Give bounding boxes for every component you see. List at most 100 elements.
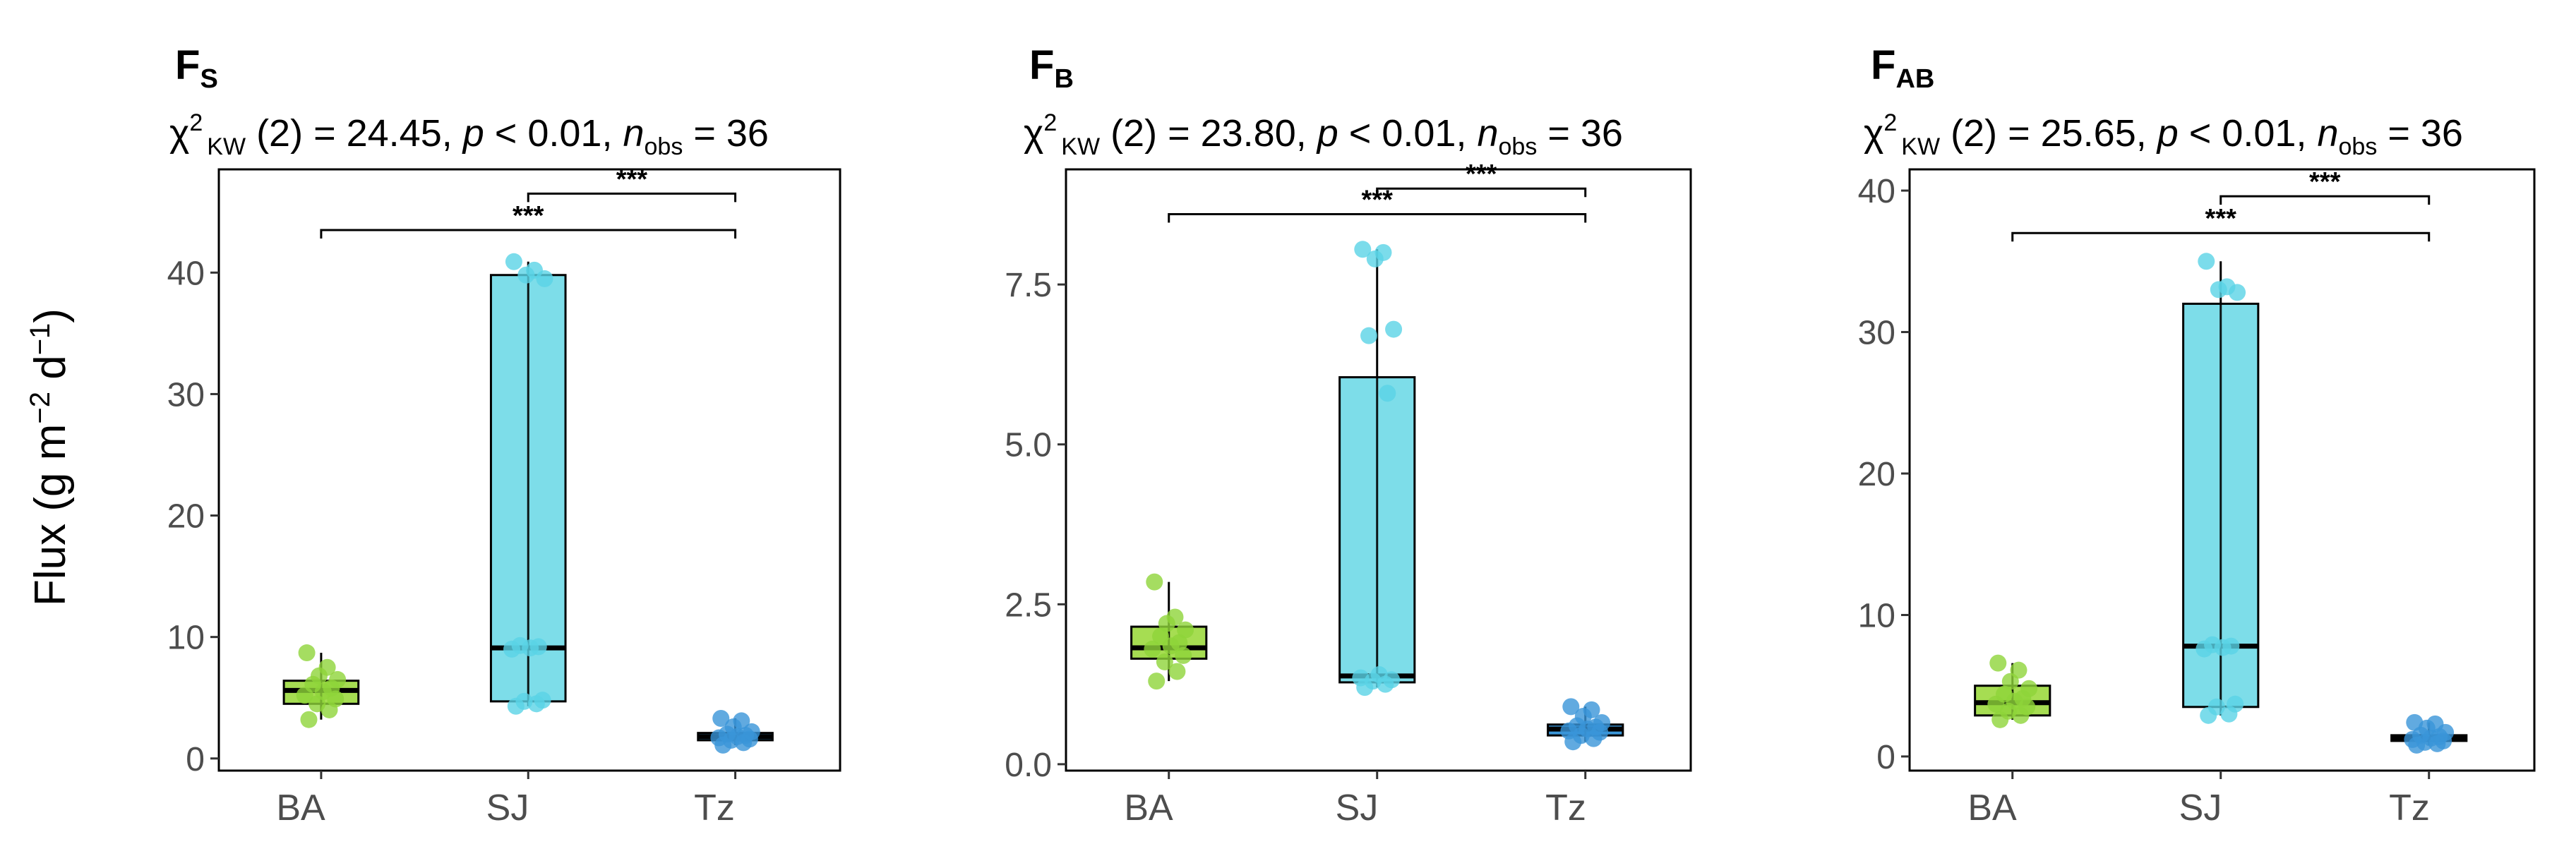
data-point [2207, 698, 2225, 716]
y-tick-label: 30 [167, 376, 205, 414]
panel-border [1908, 168, 2536, 772]
significance-label: *** [616, 164, 648, 194]
plot-area: 0 10 20 30 40 *** *** [1858, 167, 2536, 779]
n-symbol: n [2317, 112, 2338, 155]
y-tick-label: 10 [1858, 597, 1895, 634]
data-point [515, 692, 533, 710]
panel-title-main: F [1029, 42, 1054, 88]
x-axis: BA SJ Tz [276, 788, 735, 828]
significance-label: *** [1362, 185, 1394, 215]
data-point [2426, 715, 2444, 733]
chi-sup: 2 [189, 109, 203, 136]
y-tick-label: 0 [1876, 739, 1895, 776]
df-text: (2) = 25.65, [1940, 112, 2157, 155]
y-label-main: Flux (g m [26, 424, 75, 606]
chi-symbol: χ [169, 112, 189, 155]
plot-area: 0.0 2.5 5.0 7.5 *** *** [1005, 159, 1692, 784]
significance-label: *** [2205, 204, 2237, 234]
data-point [2010, 661, 2027, 679]
n-text: = 36 [1537, 112, 1623, 155]
significance-bracket [1376, 187, 1587, 198]
y-tick-label: 0.0 [1005, 747, 1052, 784]
data-point [1385, 320, 1403, 338]
y-label-sup1: −2 [25, 392, 56, 424]
data-point [511, 637, 529, 654]
y-tick-label: 40 [1858, 173, 1895, 210]
n-symbol: n [1477, 112, 1498, 155]
data-point [1166, 608, 1184, 626]
y-tick-label: 2.5 [1005, 586, 1052, 624]
data-point [318, 658, 336, 676]
p-symbol: p [462, 112, 484, 155]
significance-bracket [527, 192, 737, 203]
data-point [2218, 278, 2236, 296]
significance-bracket [2011, 231, 2431, 242]
data-point [733, 712, 750, 730]
panel-border [217, 168, 841, 772]
data-point [1146, 573, 1163, 591]
chi-sub: KW [1901, 133, 1940, 160]
y-label-end: ) [26, 308, 75, 323]
chi-sub: KW [207, 133, 246, 160]
x-axis: BA SJ Tz [1967, 788, 2430, 828]
significance-label: *** [513, 201, 544, 231]
data-point [1170, 634, 1188, 651]
data-point [1583, 701, 1600, 718]
n-sub: obs [645, 133, 683, 160]
y-tick-label: 10 [167, 620, 205, 657]
x-tick-label-sj: SJ [486, 788, 529, 828]
y-tick-label: 40 [167, 255, 205, 292]
p-symbol: p [2156, 112, 2179, 155]
significance-bracket [320, 229, 737, 239]
y-label-sup2: −1 [25, 323, 56, 356]
data-point [1177, 621, 1194, 639]
data-point [1152, 627, 1170, 645]
y-tick-label: 7.5 [1005, 267, 1052, 304]
data-point [1370, 666, 1388, 684]
panel-fab: FAB χ2KW (2) = 25.65, p < 0.01, nobs = 3… [1858, 42, 2536, 828]
data-point [1989, 654, 2007, 672]
panel-fb: FB χ2KW (2) = 23.80, p < 0.01, nobs = 36… [1005, 42, 1692, 828]
y-tick-label: 0 [186, 741, 205, 778]
p-text: < 0.01, [2179, 112, 2318, 155]
x-tick-label-ba: BA [1967, 788, 2017, 828]
x-axis: BA SJ Tz [1124, 788, 1586, 828]
chi-symbol: χ [1024, 112, 1043, 155]
kruskal-wallis-stat: χ2KW (2) = 24.45, p < 0.01, nobs = 36 [169, 109, 769, 160]
plot-area: 0 10 20 30 40 *** *** [167, 164, 841, 779]
x-tick-label-ba: BA [276, 788, 325, 828]
data-point [2406, 713, 2424, 731]
df-text: (2) = 23.80, [1100, 112, 1317, 155]
data-point [300, 711, 318, 728]
kruskal-wallis-stat: χ2KW (2) = 25.65, p < 0.01, nobs = 36 [1864, 109, 2463, 160]
data-point [2222, 637, 2240, 655]
x-tick-label-tz: Tz [1545, 788, 1586, 828]
data-point [2198, 253, 2215, 270]
chi-sup: 2 [1043, 109, 1057, 136]
x-tick-label-sj: SJ [1336, 788, 1379, 828]
n-sub: obs [2339, 133, 2378, 160]
x-tick-label-sj: SJ [2179, 788, 2222, 828]
data-point [2204, 636, 2222, 653]
y-tick-label: 20 [1858, 456, 1895, 493]
panel-title-main: F [1871, 42, 1895, 88]
chi-sup: 2 [1883, 109, 1897, 136]
data-point [525, 261, 543, 279]
data-point [1996, 685, 2013, 703]
data-point [1593, 714, 1611, 732]
y-tick-label: 5.0 [1005, 427, 1052, 464]
data-point [1144, 640, 1161, 658]
panel-title: FS [175, 42, 218, 94]
chi-symbol: χ [1864, 112, 1883, 155]
n-text: = 36 [683, 112, 769, 155]
data-point [1374, 243, 1392, 261]
n-sub: obs [1499, 133, 1538, 160]
y-label-mid: d [26, 355, 75, 392]
y-tick-label: 30 [1858, 315, 1895, 352]
panel-title-sub: S [200, 64, 217, 94]
n-symbol: n [623, 112, 644, 155]
data-point [2227, 695, 2244, 713]
significance-bracket [1168, 212, 1587, 223]
significance-label: *** [2309, 167, 2341, 197]
